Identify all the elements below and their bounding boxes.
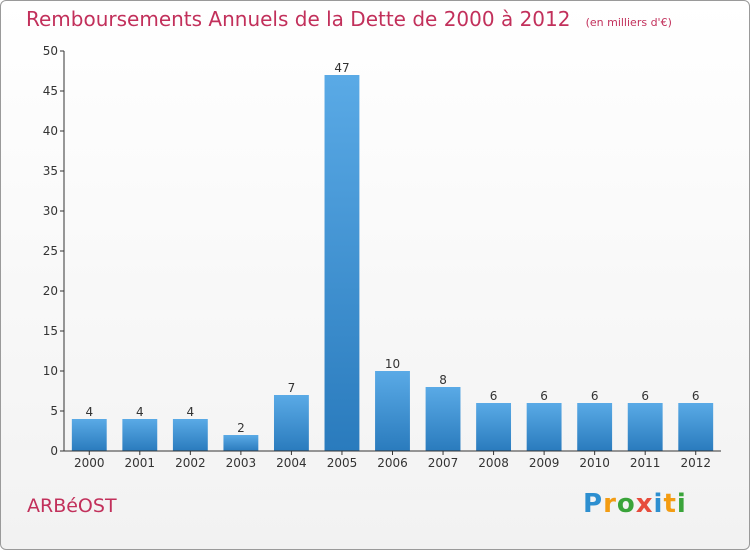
x-tick-label: 2000 (74, 456, 105, 470)
x-tick-label: 2005 (327, 456, 358, 470)
commune-name: ARBéOST (27, 495, 117, 517)
bars: 4 4 4 2 7 47 10 8 6 6 6 6 6 (71, 61, 714, 451)
bar-value-label: 7 (288, 381, 296, 395)
logo-letter: i (653, 489, 664, 519)
bar-2008 (476, 403, 512, 451)
bar-2004 (273, 395, 309, 451)
bar-2012 (678, 403, 714, 451)
bar-2007 (425, 387, 461, 451)
bar-value-label: 8 (439, 373, 447, 387)
x-axis: 2000 2001 2002 2003 2004 2005 2006 2007 2008 2009… (64, 450, 721, 470)
chart-title-text: Remboursements Annuels de la Dette de 20… (26, 7, 571, 31)
y-tick-label: 35 (43, 164, 58, 178)
bar-2000 (71, 419, 107, 451)
bar-2001 (122, 419, 158, 451)
bar-2011 (627, 403, 663, 451)
y-tick-label: 0 (50, 444, 58, 458)
bar-value-label: 47 (334, 61, 349, 75)
y-tick-label: 30 (43, 204, 58, 218)
bar-2003 (223, 435, 259, 451)
logo-letter: x (635, 489, 654, 519)
y-tick-label: 15 (43, 324, 58, 338)
x-tick-label: 2006 (377, 456, 408, 470)
bar-value-label: 10 (385, 357, 400, 371)
bar-value-label: 6 (641, 389, 649, 403)
logo-letter: o (616, 489, 636, 519)
x-tick-label: 2003 (226, 456, 257, 470)
x-tick-label: 2010 (579, 456, 610, 470)
x-tick-label: 2011 (630, 456, 661, 470)
logo-letter: t (663, 489, 677, 519)
bar-2002 (172, 419, 208, 451)
logo-letter: r (603, 489, 617, 519)
y-tick-label: 10 (43, 364, 58, 378)
bar-2010 (577, 403, 613, 451)
y-tick-label: 50 (43, 44, 58, 58)
chart-unit-label: (en milliers d'€) (585, 16, 672, 29)
bar-value-label: 2 (237, 421, 245, 435)
x-tick-label: 2004 (276, 456, 307, 470)
bar-value-label: 6 (490, 389, 498, 403)
x-tick-label: 2009 (529, 456, 560, 470)
proxiti-logo: Proxiti (583, 489, 687, 519)
bar-value-label: 6 (692, 389, 700, 403)
x-tick-label: 2002 (175, 456, 206, 470)
bar-value-label: 4 (187, 405, 195, 419)
y-tick-label: 5 (50, 404, 58, 418)
x-tick-label: 2007 (428, 456, 459, 470)
bar-value-label: 4 (85, 405, 93, 419)
x-tick-label: 2008 (478, 456, 509, 470)
y-tick-label: 40 (43, 124, 58, 138)
y-tick-label: 20 (43, 284, 58, 298)
y-tick-label: 25 (43, 244, 58, 258)
x-tick-label: 2001 (125, 456, 156, 470)
chart-title: Remboursements Annuels de la Dette de 20… (26, 7, 672, 31)
bar-2009 (526, 403, 562, 451)
bar-value-label: 6 (540, 389, 548, 403)
x-tick-label: 2012 (680, 456, 711, 470)
bar-value-label: 4 (136, 405, 144, 419)
y-tick-label: 45 (43, 84, 58, 98)
logo-letter: P (583, 489, 604, 519)
y-axis: 0 5 10 15 20 25 30 35 40 45 50 (43, 44, 65, 458)
bar-value-label: 6 (591, 389, 599, 403)
bar-2005 (324, 75, 360, 451)
bar-2006 (375, 371, 410, 451)
logo-letter: i (676, 489, 687, 519)
